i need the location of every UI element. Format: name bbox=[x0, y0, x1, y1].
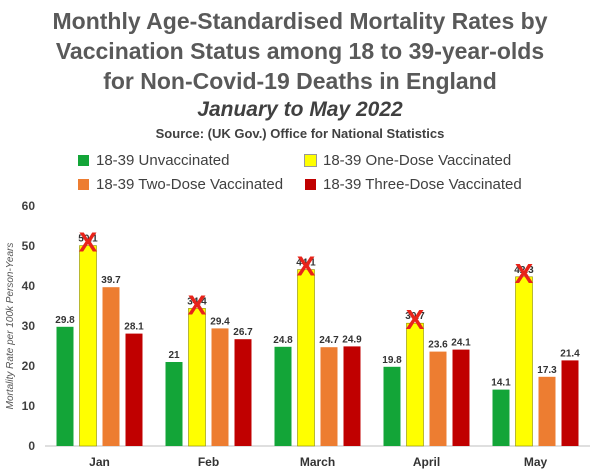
bar bbox=[383, 366, 401, 446]
y-tick-label: 10 bbox=[22, 399, 36, 413]
bar bbox=[234, 339, 252, 446]
legend-item-unvaccinated: 18-39 Unvaccinated bbox=[78, 152, 229, 169]
bar bbox=[56, 326, 74, 446]
x-tick-label: April bbox=[413, 455, 440, 469]
legend-label: 18-39 Three-Dose Vaccinated bbox=[323, 176, 522, 193]
bar bbox=[515, 276, 533, 447]
data-label: 24.1 bbox=[451, 338, 471, 349]
x-mark-annotation: X bbox=[79, 227, 98, 258]
x-tick-label: May bbox=[524, 455, 548, 469]
data-label: 29.4 bbox=[210, 316, 230, 327]
bar bbox=[211, 328, 229, 446]
legend-item-one-dose: 18-39 One-Dose Vaccinated bbox=[304, 152, 512, 169]
bar bbox=[79, 245, 97, 447]
data-label: 24.8 bbox=[273, 335, 293, 346]
bar bbox=[188, 308, 206, 447]
bar bbox=[406, 322, 424, 447]
y-tick-label: 20 bbox=[22, 359, 36, 373]
legend-label: 18-39 One-Dose Vaccinated bbox=[323, 152, 512, 169]
chart-title-line-2: Vaccination Status among 18 to 39-year-o… bbox=[55, 38, 545, 64]
legend-swatch bbox=[78, 179, 89, 190]
data-label: 23.6 bbox=[428, 340, 448, 351]
data-label: 44.1 bbox=[296, 258, 316, 269]
legend-label: 18-39 Two-Dose Vaccinated bbox=[96, 176, 284, 193]
x-mark-annotation: X bbox=[188, 289, 207, 320]
data-label: 42.3 bbox=[514, 265, 534, 276]
bar bbox=[125, 333, 143, 446]
legend-item-three-dose: 18-39 Three-Dose Vaccinated bbox=[305, 176, 522, 193]
data-label: 14.1 bbox=[491, 378, 511, 389]
legend-swatch bbox=[304, 154, 317, 167]
x-mark-annotation: X bbox=[297, 251, 316, 282]
chart-source: Source: (UK Gov.) Office for National St… bbox=[155, 126, 445, 141]
bar bbox=[165, 362, 183, 446]
legend-label: 18-39 Unvaccinated bbox=[96, 152, 230, 169]
y-tick-label: 60 bbox=[22, 199, 36, 213]
chart-title-line-3: for Non-Covid-19 Deaths in England bbox=[103, 68, 497, 94]
bar bbox=[452, 349, 470, 446]
y-tick-label: 50 bbox=[22, 239, 36, 253]
x-tick-label: Jan bbox=[89, 455, 110, 469]
y-tick-label: 40 bbox=[22, 279, 36, 293]
x-mark-annotation: X bbox=[406, 304, 425, 335]
data-label: 39.7 bbox=[101, 275, 121, 286]
y-tick-label: 30 bbox=[22, 319, 36, 333]
data-label: 17.3 bbox=[537, 365, 557, 376]
bar bbox=[492, 389, 510, 446]
y-tick-label: 0 bbox=[28, 439, 35, 453]
data-label: 21 bbox=[168, 350, 180, 361]
bar bbox=[297, 269, 315, 447]
x-mark-annotation: X bbox=[515, 258, 534, 289]
legend-swatch bbox=[78, 155, 89, 166]
data-label: 28.1 bbox=[124, 322, 144, 333]
data-label: 26.7 bbox=[233, 327, 253, 338]
data-label: 50.1 bbox=[78, 234, 98, 245]
data-label: 34.4 bbox=[187, 296, 207, 307]
bar bbox=[343, 346, 361, 446]
legend-item-two-dose: 18-39 Two-Dose Vaccinated bbox=[78, 176, 283, 193]
bar bbox=[274, 346, 292, 446]
data-label: 24.9 bbox=[342, 334, 362, 345]
bar bbox=[102, 287, 120, 446]
data-label: 21.4 bbox=[560, 348, 580, 359]
data-label: 29.8 bbox=[55, 315, 75, 326]
bar bbox=[320, 347, 338, 446]
x-tick-label: Feb bbox=[198, 455, 219, 469]
y-axis-label: Mortality Rate per 100k Person-Years bbox=[5, 243, 16, 410]
bar bbox=[429, 351, 447, 446]
data-label: 30.7 bbox=[405, 311, 425, 322]
data-label: 24.7 bbox=[319, 335, 339, 346]
bar bbox=[538, 376, 556, 446]
data-label: 19.8 bbox=[382, 355, 402, 366]
x-tick-label: March bbox=[300, 455, 335, 469]
legend-swatch bbox=[305, 179, 316, 190]
chart-subtitle: January to May 2022 bbox=[197, 98, 403, 121]
bar bbox=[561, 360, 579, 446]
chart-title-line-1: Monthly Age-Standardised Mortality Rates… bbox=[52, 8, 548, 34]
